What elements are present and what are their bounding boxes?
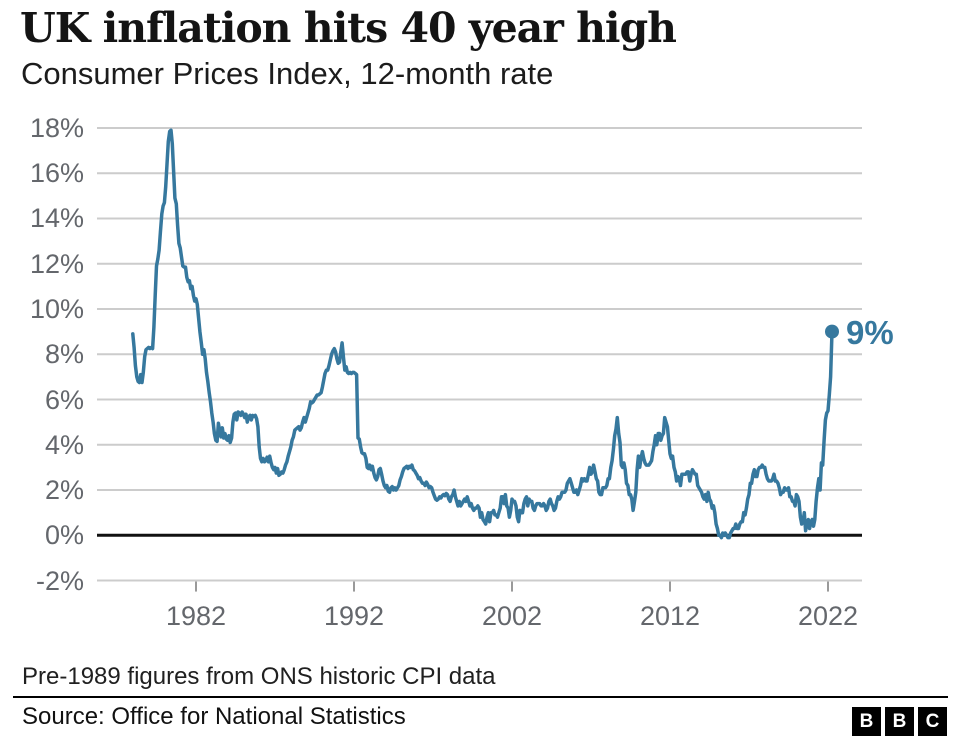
y-axis-label-10%: 10%	[29, 294, 84, 324]
x-axis-label-2012: 2012	[639, 601, 701, 631]
x-axis-label-2022: 2022	[797, 601, 859, 631]
y-axis-label-12%: 12%	[29, 248, 84, 279]
page-title: UK inflation hits 40 year high	[20, 4, 677, 52]
bbc-logo-block-b1: B	[852, 707, 881, 736]
x-axis-label-2002: 2002	[481, 601, 543, 631]
y-axis-label-14%: 14%	[29, 203, 84, 234]
end-value-label: 9%	[846, 314, 894, 351]
bbc-logo-block-b2: B	[885, 707, 914, 736]
y-axis-label-18%: 18%	[29, 112, 84, 143]
chart-footnote: Pre-1989 figures from ONS historic CPI d…	[22, 663, 496, 690]
y-axis-label-6%: 6%	[44, 384, 84, 415]
x-axis-label-1992: 1992	[323, 601, 385, 631]
source-attribution: Source: Office for National Statistics	[22, 703, 406, 730]
footer-divider	[13, 696, 948, 698]
bbc-logo: B B C	[852, 707, 947, 736]
y-axis-label-16%: 16%	[29, 158, 84, 189]
y-axis-label-4%: 4%	[44, 429, 84, 460]
cpi-line-series	[131, 128, 834, 540]
y-axis-label-2%: 2%	[44, 475, 84, 506]
end-point-marker	[825, 324, 839, 339]
y-axis-label-0%: 0%	[44, 520, 84, 551]
y-axis-label--2%: -2%	[35, 565, 84, 596]
bbc-logo-block-c: C	[918, 707, 947, 736]
x-axis-label-1982: 1982	[165, 601, 227, 631]
chart-subtitle: Consumer Prices Index, 12-month rate	[21, 56, 554, 91]
y-axis-label-8%: 8%	[44, 339, 84, 370]
